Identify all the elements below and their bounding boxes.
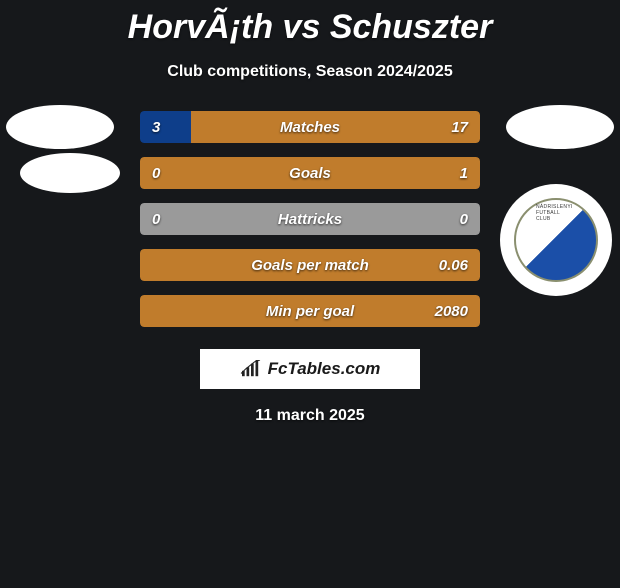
stat-label: Goals [289, 165, 331, 182]
stat-label: Hattricks [278, 211, 342, 228]
crest-text: NÁDRISLENYI FUTBALL CLUB [536, 204, 576, 222]
stat-value-left: 3 [152, 119, 160, 136]
page-title: HorvÃ¡th vs Schuszter [0, 8, 620, 47]
stat-label: Min per goal [266, 303, 354, 320]
fctables-logo: FcTables.com [200, 349, 420, 389]
player-badge-left [6, 105, 114, 149]
stat-value-right: 0.06 [439, 257, 468, 274]
stat-value-right: 17 [451, 119, 468, 136]
bar-left-fill [140, 111, 191, 143]
crest-shield-icon: NÁDRISLENYI FUTBALL CLUB [514, 198, 598, 282]
stat-value-right: 1 [460, 165, 468, 182]
stat-label: Goals per match [251, 257, 369, 274]
stat-bar: 3 Matches 17 [140, 111, 480, 143]
stat-label: Matches [280, 119, 340, 136]
stat-bar: 0 Goals 1 [140, 157, 480, 189]
club-crest-right: NÁDRISLENYI FUTBALL CLUB [500, 184, 612, 296]
stat-row-goals: 0 Goals 1 [0, 157, 620, 189]
stat-bar: Min per goal 2080 [140, 295, 480, 327]
stat-bar: 0 Hattricks 0 [140, 203, 480, 235]
player-badge-right [506, 105, 614, 149]
date-line: 11 march 2025 [0, 407, 620, 425]
stat-row-min-per-goal: Min per goal 2080 [0, 295, 620, 327]
logo-text: FcTables.com [268, 359, 381, 379]
stat-value-right: 2080 [435, 303, 468, 320]
stat-value-left: 0 [152, 211, 160, 228]
club-badge-left [20, 153, 120, 193]
bar-chart-icon [240, 360, 262, 378]
stat-value-right: 0 [460, 211, 468, 228]
subtitle: Club competitions, Season 2024/2025 [0, 63, 620, 81]
stat-row-matches: 3 Matches 17 [0, 111, 620, 143]
stat-bar: Goals per match 0.06 [140, 249, 480, 281]
stat-value-left: 0 [152, 165, 160, 182]
